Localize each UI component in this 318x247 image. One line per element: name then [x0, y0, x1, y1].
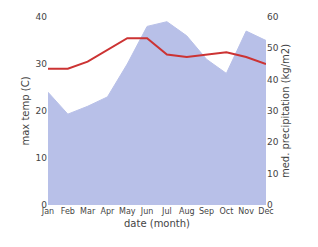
svg-text:Dec: Dec: [258, 207, 273, 216]
svg-text:10: 10: [36, 153, 48, 163]
svg-text:40: 40: [267, 75, 279, 85]
svg-text:0: 0: [267, 200, 273, 210]
svg-text:max temp (C): max temp (C): [20, 76, 31, 145]
svg-text:Apr: Apr: [101, 207, 116, 216]
svg-text:50: 50: [267, 43, 279, 53]
svg-text:30: 30: [267, 106, 279, 116]
svg-text:Jul: Jul: [161, 207, 172, 216]
svg-text:20: 20: [36, 106, 48, 116]
svg-text:med. precipitation (kg/m2): med. precipitation (kg/m2): [280, 44, 291, 178]
svg-text:40: 40: [36, 12, 48, 22]
svg-text:10: 10: [267, 169, 279, 179]
svg-text:Feb: Feb: [61, 207, 75, 216]
svg-text:Oct: Oct: [219, 207, 233, 216]
svg-text:0: 0: [41, 200, 47, 210]
svg-text:60: 60: [267, 12, 279, 22]
svg-text:Jan: Jan: [41, 207, 54, 216]
svg-text:Jun: Jun: [140, 207, 154, 216]
svg-text:Sep: Sep: [199, 207, 214, 216]
svg-text:Aug: Aug: [179, 207, 195, 216]
svg-text:Nov: Nov: [238, 207, 254, 216]
svg-text:date (month): date (month): [124, 218, 190, 229]
svg-text:Mar: Mar: [80, 207, 96, 216]
svg-text:20: 20: [267, 137, 279, 147]
svg-text:May: May: [119, 207, 136, 216]
svg-text:30: 30: [36, 59, 48, 69]
